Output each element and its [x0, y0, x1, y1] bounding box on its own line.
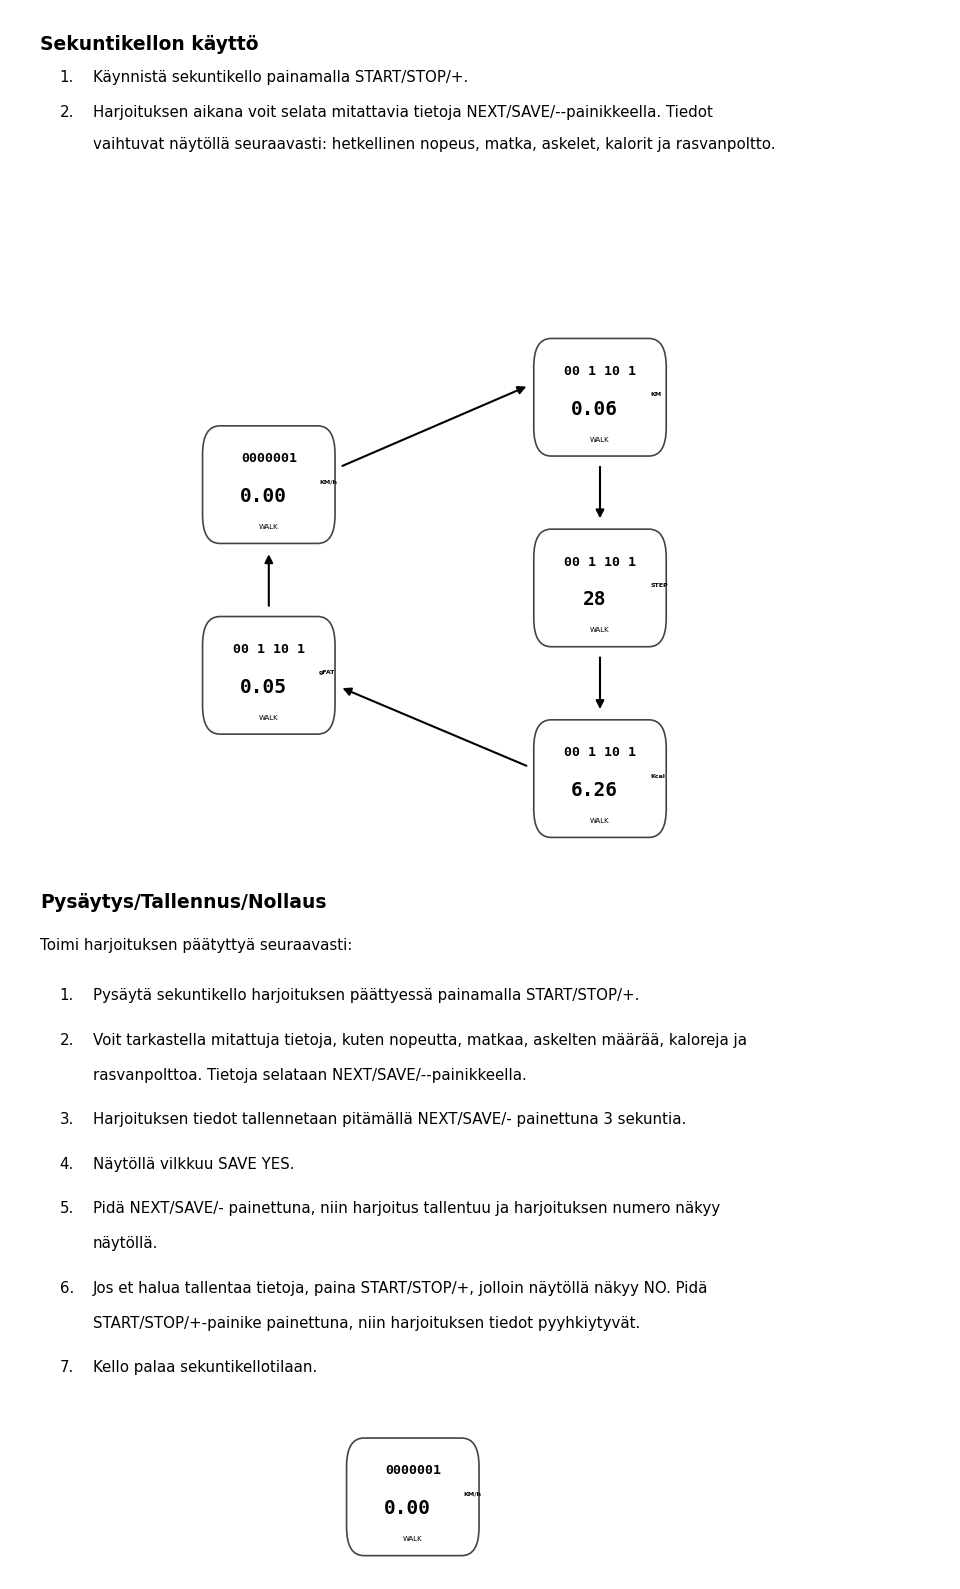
Text: WALK: WALK: [259, 715, 278, 721]
Text: Toimi harjoituksen päätyttyä seuraavasti:: Toimi harjoituksen päätyttyä seuraavasti…: [40, 938, 352, 952]
Text: 00 1 10 1: 00 1 10 1: [564, 747, 636, 760]
Text: 2.: 2.: [60, 105, 74, 119]
Text: 0.05: 0.05: [240, 677, 287, 696]
Text: Näytöllä vilkkuu SAVE YES.: Näytöllä vilkkuu SAVE YES.: [93, 1157, 295, 1171]
Text: Harjoituksen tiedot tallennetaan pitämällä NEXT/SAVE/- painettuna 3 sekuntia.: Harjoituksen tiedot tallennetaan pitämäl…: [93, 1112, 686, 1127]
FancyBboxPatch shape: [203, 617, 335, 734]
Text: 4.: 4.: [60, 1157, 74, 1171]
Text: Pidä NEXT/SAVE/- painettuna, niin harjoitus tallentuu ja harjoituksen numero näk: Pidä NEXT/SAVE/- painettuna, niin harjoi…: [93, 1201, 720, 1216]
Text: WALK: WALK: [590, 437, 610, 443]
Text: 0.06: 0.06: [571, 399, 618, 418]
Text: Harjoituksen aikana voit selata mitattavia tietoja NEXT/SAVE/--painikkeella. Tie: Harjoituksen aikana voit selata mitattav…: [93, 105, 713, 119]
Text: 5.: 5.: [60, 1201, 74, 1216]
Text: 00 1 10 1: 00 1 10 1: [564, 556, 636, 569]
Text: Jos et halua tallentaa tietoja, paina START/STOP/+, jolloin näytöllä näkyy NO. P: Jos et halua tallentaa tietoja, paina ST…: [93, 1281, 708, 1295]
Text: KM: KM: [650, 392, 661, 397]
Text: 00 1 10 1: 00 1 10 1: [233, 644, 305, 656]
Text: 1.: 1.: [60, 988, 74, 1003]
Text: WALK: WALK: [590, 628, 610, 634]
Text: vaihtuvat näytöllä seuraavasti: hetkellinen nopeus, matka, askelet, kalorit ja r: vaihtuvat näytöllä seuraavasti: hetkelli…: [93, 137, 776, 151]
Text: gFAT: gFAT: [319, 671, 335, 675]
Text: Sekuntikellon käyttö: Sekuntikellon käyttö: [40, 35, 259, 54]
Text: WALK: WALK: [403, 1537, 422, 1543]
Text: 3.: 3.: [60, 1112, 74, 1127]
Text: 6.26: 6.26: [571, 780, 618, 799]
Text: 28: 28: [583, 590, 607, 609]
FancyBboxPatch shape: [534, 529, 666, 647]
Text: 0000001: 0000001: [241, 453, 297, 466]
Text: 00 1 10 1: 00 1 10 1: [564, 365, 636, 378]
Text: Kcal: Kcal: [650, 774, 665, 779]
Text: KM/h: KM/h: [463, 1492, 481, 1497]
FancyBboxPatch shape: [347, 1438, 479, 1556]
Text: 0000001: 0000001: [385, 1465, 441, 1478]
Text: STEP: STEP: [650, 583, 668, 588]
Text: rasvanpolttoa. Tietoja selataan NEXT/SAVE/--painikkeella.: rasvanpolttoa. Tietoja selataan NEXT/SAV…: [93, 1068, 527, 1082]
Text: WALK: WALK: [590, 818, 610, 825]
Text: 2.: 2.: [60, 1033, 74, 1047]
FancyBboxPatch shape: [534, 338, 666, 456]
Text: Pysäytys/Tallennus/Nollaus: Pysäytys/Tallennus/Nollaus: [40, 893, 326, 912]
Text: Pysäytä sekuntikello harjoituksen päättyessä painamalla START/STOP/+.: Pysäytä sekuntikello harjoituksen päätty…: [93, 988, 639, 1003]
Text: 0.00: 0.00: [240, 486, 287, 505]
Text: START/STOP/+-painike painettuna, niin harjoituksen tiedot pyyhkiytyvät.: START/STOP/+-painike painettuna, niin ha…: [93, 1316, 640, 1330]
FancyBboxPatch shape: [203, 426, 335, 543]
Text: 1.: 1.: [60, 70, 74, 84]
FancyBboxPatch shape: [534, 720, 666, 837]
Text: WALK: WALK: [259, 524, 278, 531]
Text: Kello palaa sekuntikellotilaan.: Kello palaa sekuntikellotilaan.: [93, 1360, 318, 1374]
Text: KM/h: KM/h: [319, 480, 337, 485]
Text: 0.00: 0.00: [384, 1498, 431, 1517]
Text: Voit tarkastella mitattuja tietoja, kuten nopeutta, matkaa, askelten määrää, kal: Voit tarkastella mitattuja tietoja, kute…: [93, 1033, 747, 1047]
Text: näytöllä.: näytöllä.: [93, 1236, 158, 1251]
Text: 7.: 7.: [60, 1360, 74, 1374]
Text: 6.: 6.: [60, 1281, 74, 1295]
Text: Käynnistä sekuntikello painamalla START/STOP/+.: Käynnistä sekuntikello painamalla START/…: [93, 70, 468, 84]
